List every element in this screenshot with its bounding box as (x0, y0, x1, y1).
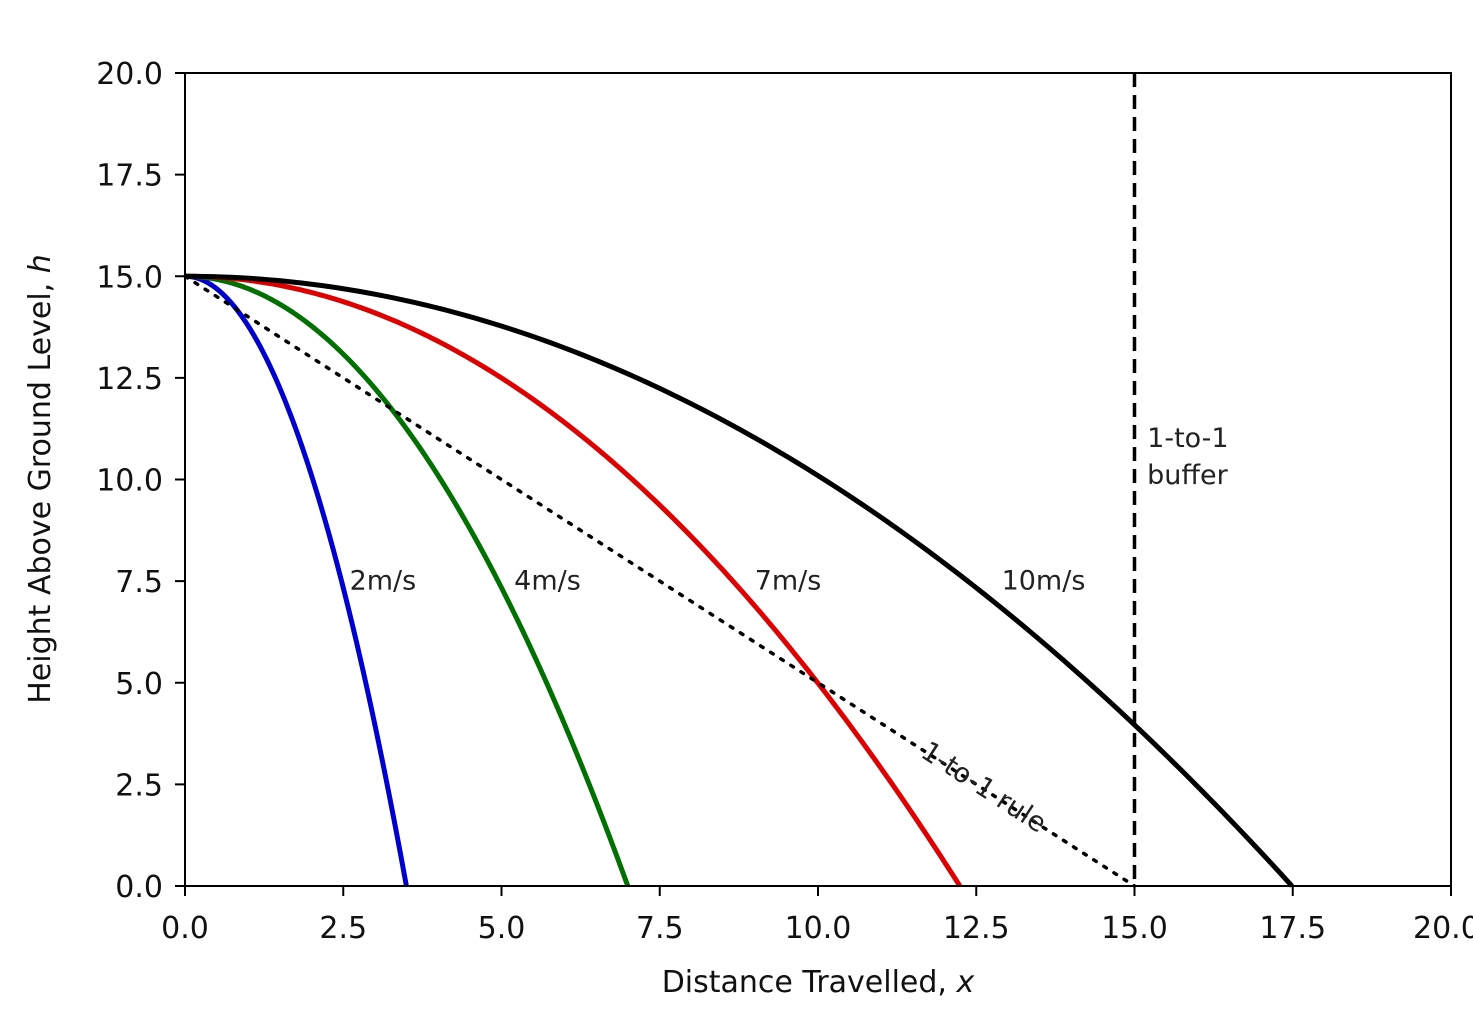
x-tick-label: 0.0 (161, 911, 209, 946)
series-label: 2m/s (350, 565, 417, 596)
y-tick-label: 10.0 (96, 464, 163, 499)
series-label: 4m/s (514, 565, 581, 596)
annotations: 2m/s 4m/s 7m/s 10m/s 1-to-1 rule 1-to-1 buffer (350, 423, 1229, 839)
series-line-2m-s (183, 273, 409, 887)
x-tick-label: 5.0 (478, 911, 526, 946)
x-tick-label: 7.5 (636, 911, 684, 946)
y-tick-label: 17.5 (96, 159, 163, 194)
x-tick-label: 2.5 (319, 911, 367, 946)
y-tick-label: 7.5 (115, 565, 163, 600)
x-tick-label: 15.0 (1101, 911, 1168, 946)
y-tick-label: 12.5 (96, 362, 163, 397)
plot-frame (184, 72, 1452, 887)
series-line-7m-s (184, 273, 962, 888)
y-tick-label: 0.0 (115, 870, 163, 905)
series-label: 7m/s (755, 565, 822, 596)
series-line-10m-s (184, 273, 1294, 888)
series-line-4m-s (184, 273, 631, 887)
y-tick-label: 2.5 (115, 768, 163, 803)
trajectory-curves (183, 273, 1294, 888)
y-tick-label: 5.0 (115, 667, 163, 702)
y-axis-label: Height Above Ground Level, h (23, 254, 58, 704)
series-label: 10m/s (1002, 565, 1086, 596)
one-to-one-rule-line (183, 274, 1137, 888)
x-tick-label: 17.5 (1259, 911, 1326, 946)
y-tick-label: 15.0 (96, 260, 163, 295)
one-to-one-rule-label: 1-to-1 rule (915, 736, 1051, 840)
y-axis-ticks: 0.0 2.5 5.0 7.5 10.0 12.5 15.0 17.5 20.0 (96, 57, 185, 905)
x-tick-label: 10.0 (785, 911, 852, 946)
x-axis-label: Distance Travelled, x (662, 965, 975, 1000)
y-tick-label: 20.0 (96, 57, 163, 92)
x-axis-ticks: 0.0 2.5 5.0 7.5 10.0 12.5 15.0 17.5 20.0 (161, 886, 1473, 946)
one-to-one-buffer-label: 1-to-1 buffer (1147, 423, 1228, 491)
x-tick-label: 12.5 (943, 911, 1010, 946)
x-tick-label: 20.0 (1413, 911, 1473, 946)
reference-lines (183, 73, 1137, 888)
